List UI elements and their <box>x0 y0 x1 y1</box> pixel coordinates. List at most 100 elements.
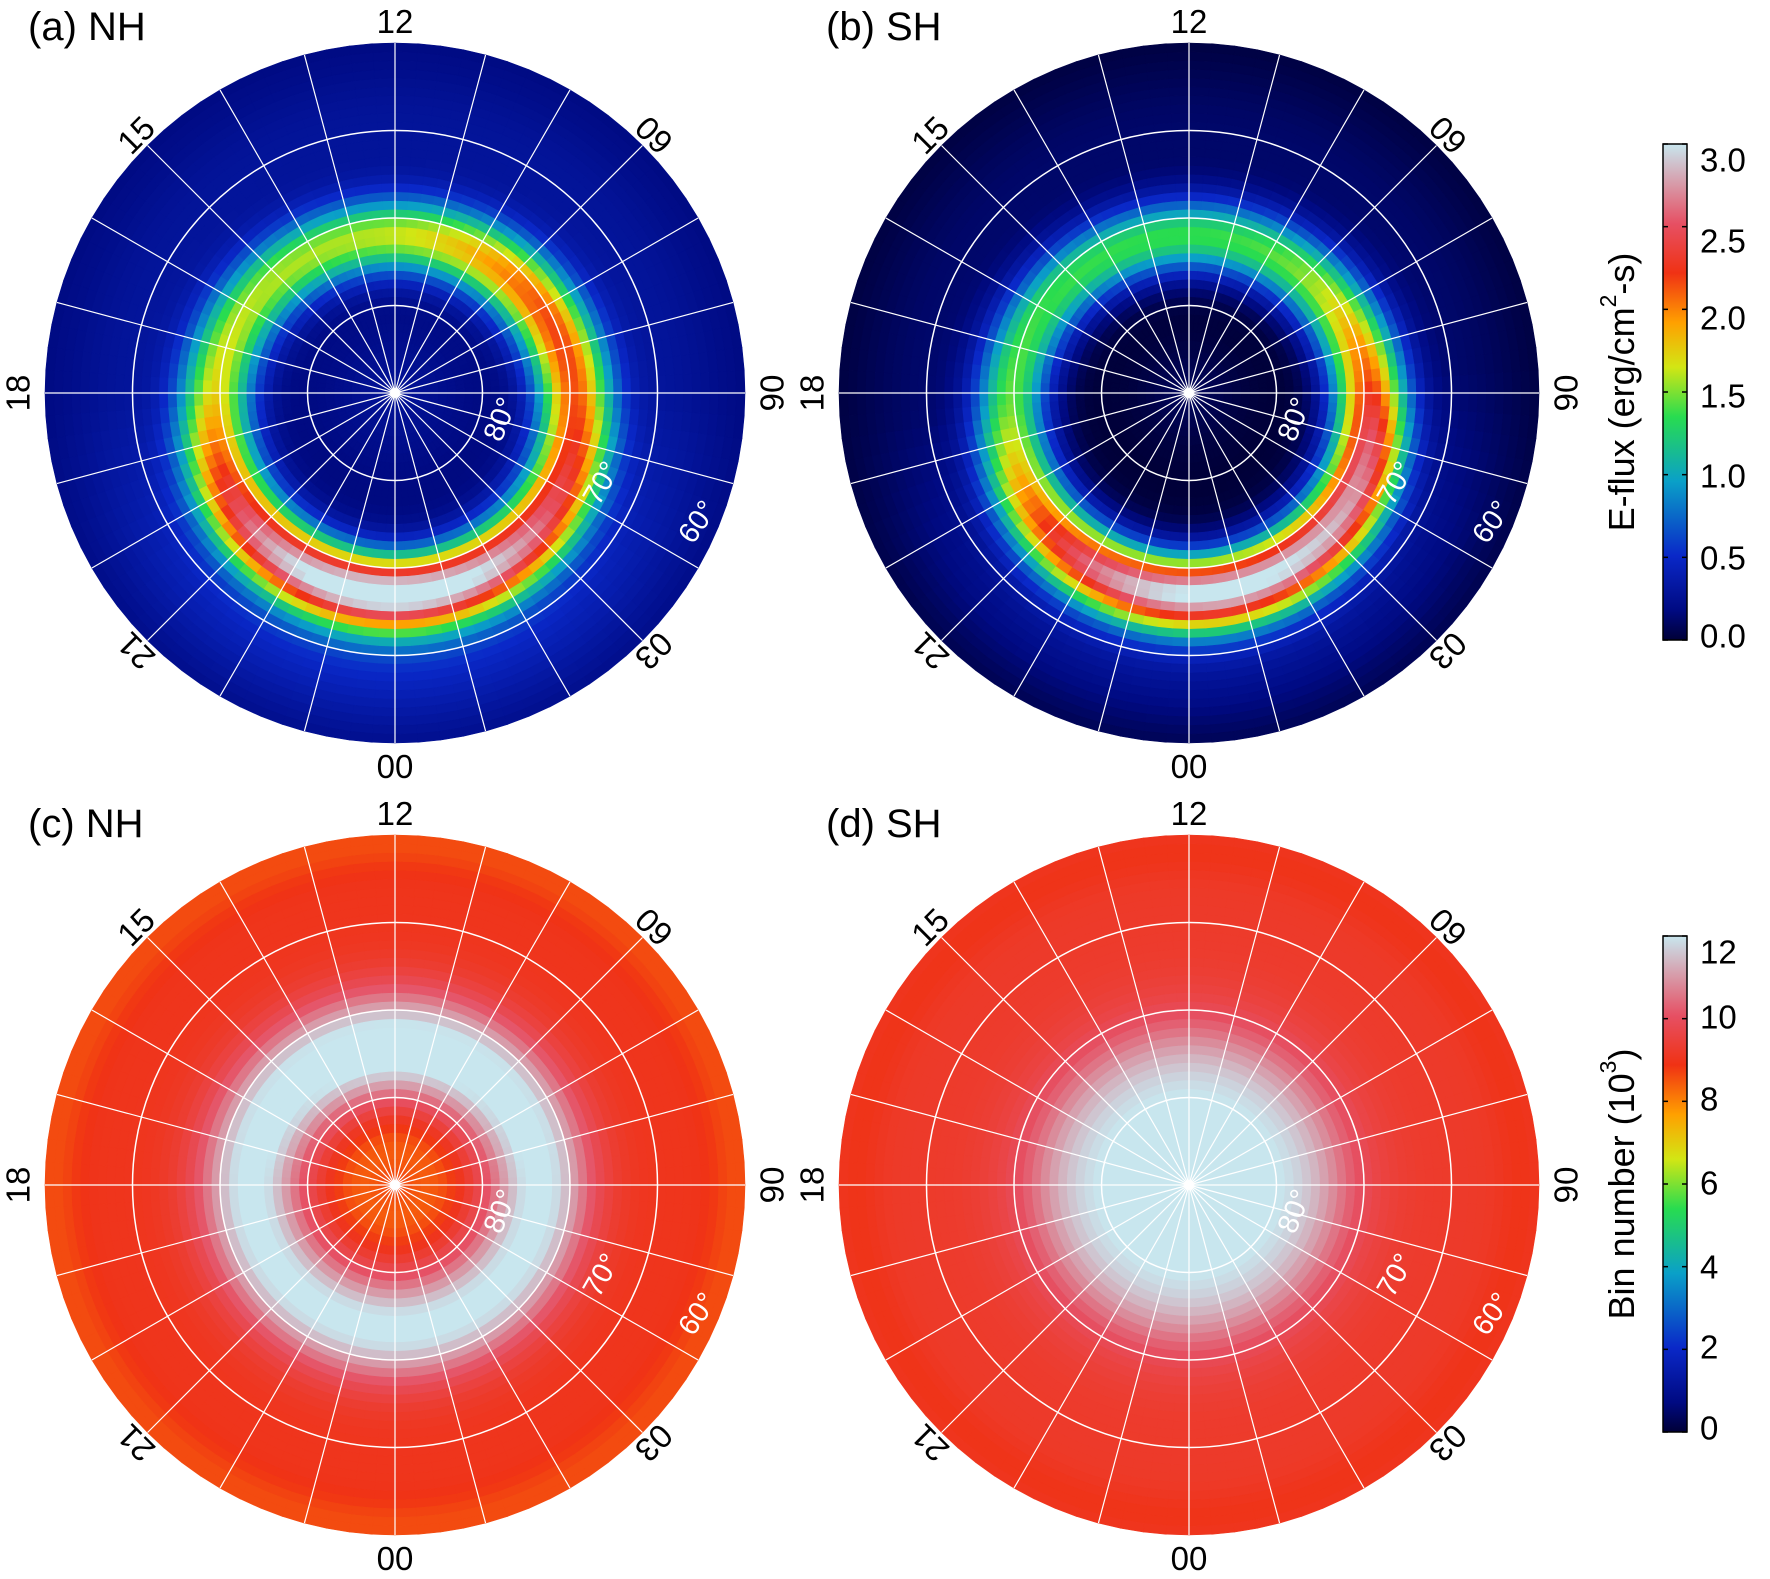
heatmap-cell <box>307 386 317 394</box>
heatmap-cell <box>394 497 403 508</box>
heatmap-cell <box>386 514 396 525</box>
heatmap-cell <box>1182 305 1190 315</box>
heatmap-cell <box>1258 397 1268 404</box>
heatmap-cell <box>1188 287 1197 298</box>
heatmap-cell <box>272 376 283 386</box>
heatmap-cell <box>368 583 383 595</box>
heatmap-cell <box>394 567 408 578</box>
heatmap-cell <box>394 252 405 263</box>
heatmap-cell <box>379 156 396 167</box>
heatmap-cell <box>410 262 421 274</box>
heatmap-cell <box>402 270 412 281</box>
heatmap-cell <box>185 405 196 421</box>
heatmap-cell <box>1267 386 1277 394</box>
heatmap-cell <box>386 261 396 272</box>
heatmap-cell <box>394 593 410 604</box>
heatmap-cell <box>647 375 658 394</box>
heatmap-cell <box>374 540 386 551</box>
heatmap-cell <box>394 322 400 333</box>
panel-a-mlt-06: 06 <box>753 375 790 412</box>
heatmap-cell <box>375 672 396 683</box>
heatmap-cell <box>367 183 383 194</box>
heatmap-cell <box>377 645 396 656</box>
heatmap-cell <box>307 381 318 389</box>
heatmap-cell <box>394 654 414 665</box>
heatmap-cell <box>368 191 383 203</box>
heatmap-cell <box>403 522 414 534</box>
heatmap-cell <box>585 366 597 381</box>
heatmap-cell <box>717 392 728 416</box>
heatmap-cell <box>403 531 415 542</box>
heatmap-cell <box>380 488 390 499</box>
heatmap-cell <box>228 402 240 416</box>
heatmap-cell <box>237 402 248 414</box>
heatmap-cell <box>263 384 274 394</box>
panel-a-label: (a) NH <box>28 5 146 49</box>
heatmap-cell <box>726 392 737 416</box>
heatmap-cell <box>371 733 396 744</box>
heatmap-cell <box>184 392 195 408</box>
heatmap-cell <box>455 392 466 398</box>
heatmap-cell <box>394 138 412 149</box>
heatmap-cell <box>379 619 396 630</box>
heatmap-cell <box>524 401 536 412</box>
heatmap-cell <box>376 121 396 132</box>
heatmap-cell <box>79 392 90 414</box>
heatmap-cell <box>717 370 728 394</box>
heatmap-cell <box>372 715 396 726</box>
heatmap-cell <box>114 392 125 412</box>
heatmap-cell <box>399 314 406 324</box>
heatmap-cell <box>377 514 388 525</box>
heatmap-cell <box>394 60 418 71</box>
heatmap-cell <box>237 382 247 394</box>
heatmap-cell <box>105 392 116 413</box>
heatmap-cell <box>417 731 442 743</box>
heatmap-cell <box>380 593 396 604</box>
heatmap-cell <box>193 379 204 394</box>
heatmap-cell <box>88 372 99 394</box>
heatmap-cell <box>394 523 405 534</box>
heatmap-cell <box>630 392 641 410</box>
heatmap-cell <box>1118 388 1129 394</box>
heatmap-cell <box>79 372 90 394</box>
heatmap-cell <box>383 470 391 481</box>
heatmap-cell <box>45 415 57 440</box>
heatmap-cell <box>373 68 396 79</box>
panel-a-mlt-12: 12 <box>377 3 414 40</box>
heatmap-cell <box>417 43 442 55</box>
heatmap-cell <box>621 392 632 409</box>
heatmap-cell <box>158 377 169 394</box>
heatmap-cell <box>401 279 411 290</box>
heatmap-cell <box>534 382 545 394</box>
heatmap-cell <box>402 514 413 525</box>
heatmap-cell <box>379 496 389 507</box>
heatmap-cell <box>219 392 230 405</box>
heatmap-cell <box>402 505 412 516</box>
heatmap-cell <box>586 379 597 394</box>
heatmap-cell <box>132 375 143 394</box>
heatmap-cell <box>237 392 247 404</box>
heatmap-cell <box>507 376 518 386</box>
heatmap-cell <box>595 378 606 394</box>
heatmap-cell <box>1188 480 1196 490</box>
heatmap-cell <box>394 724 418 735</box>
heatmap-cell <box>62 370 73 394</box>
panel-a-mlt-00: 00 <box>377 748 414 785</box>
heatmap-cell <box>665 392 676 412</box>
heatmap-cell <box>394 121 414 132</box>
heatmap-cell <box>387 497 396 508</box>
heatmap-cell <box>394 42 419 53</box>
heatmap-cell <box>372 51 396 62</box>
heatmap-cell <box>394 637 412 648</box>
heatmap-cell <box>376 522 387 534</box>
heatmap-cell <box>473 392 483 400</box>
heatmap-cell <box>388 296 396 306</box>
heatmap-cell <box>1110 382 1120 389</box>
heatmap-cell <box>569 392 580 406</box>
heatmap-cell <box>333 388 343 394</box>
heatmap-cell <box>394 235 406 245</box>
heatmap-cell <box>382 208 396 219</box>
heatmap-cell <box>167 377 178 394</box>
heatmap-cell <box>175 378 186 394</box>
heatmap-cell <box>1284 385 1295 394</box>
